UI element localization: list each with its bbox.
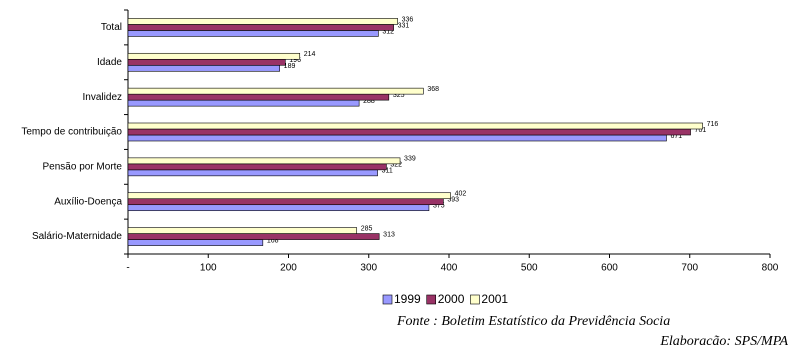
bar bbox=[127, 163, 387, 171]
legend-swatch bbox=[470, 294, 480, 305]
value-label: 339 bbox=[404, 156, 416, 163]
bar bbox=[127, 169, 378, 177]
x-tick-label: 200 bbox=[280, 263, 297, 274]
bar bbox=[127, 198, 444, 206]
value-label: 322 bbox=[390, 162, 402, 169]
bar bbox=[127, 99, 360, 107]
bar bbox=[127, 128, 691, 136]
value-label: 716 bbox=[707, 121, 719, 128]
x-tick-label: 800 bbox=[762, 263, 779, 274]
bar bbox=[127, 239, 264, 246]
x-tick-label: 500 bbox=[521, 263, 538, 274]
value-label: 214 bbox=[304, 51, 316, 58]
bar bbox=[127, 204, 430, 212]
legend-swatch bbox=[382, 294, 393, 305]
bar bbox=[127, 64, 280, 72]
value-label: 402 bbox=[455, 191, 467, 198]
y-tick-label: Invalidez bbox=[83, 92, 122, 103]
bar bbox=[127, 227, 358, 234]
bar bbox=[127, 87, 424, 95]
value-label: 313 bbox=[383, 231, 395, 238]
value-label: 375 bbox=[433, 203, 445, 210]
x-tick-label: 300 bbox=[360, 263, 377, 274]
bar bbox=[127, 52, 301, 60]
value-label: 168 bbox=[267, 237, 279, 244]
y-tick-label: Auxílio-Doença bbox=[54, 196, 122, 207]
source: Fonte : Boletim Estatístico da Previdênc… bbox=[396, 314, 670, 329]
bar bbox=[127, 233, 380, 240]
value-label: 196 bbox=[289, 57, 301, 64]
bar bbox=[127, 192, 451, 200]
value-label: 311 bbox=[382, 168, 393, 175]
bar bbox=[127, 18, 398, 25]
value-label: 393 bbox=[447, 197, 459, 204]
y-tick-label: Tempo de contribuição bbox=[21, 127, 122, 138]
value-label: 189 bbox=[284, 63, 296, 70]
value-label: 671 bbox=[670, 133, 682, 140]
value-label: 312 bbox=[382, 28, 394, 35]
value-label: 285 bbox=[361, 225, 373, 232]
value-label: 701 bbox=[695, 127, 707, 134]
bar bbox=[127, 93, 390, 101]
legend-swatch bbox=[426, 294, 437, 305]
x-tick-label: 700 bbox=[681, 263, 698, 274]
credit: Elaboracão: SPS/MPA bbox=[659, 334, 788, 349]
bar bbox=[127, 134, 667, 142]
value-label: 368 bbox=[427, 86, 439, 93]
bar bbox=[127, 122, 703, 130]
value-label: 325 bbox=[393, 92, 405, 99]
y-tick-label: Idade bbox=[97, 57, 122, 68]
x-tick-label: 100 bbox=[200, 263, 217, 274]
legend-label: 2001 bbox=[481, 292, 508, 306]
bar bbox=[127, 157, 401, 165]
legend-label: 2000 bbox=[438, 292, 465, 306]
value-label: 331 bbox=[398, 22, 410, 29]
y-tick-label: Total bbox=[101, 22, 122, 33]
x-tick-label: - bbox=[126, 263, 129, 274]
bar bbox=[127, 58, 286, 66]
bar bbox=[127, 30, 379, 37]
y-tick-label: Salário-Maternidade bbox=[32, 231, 122, 242]
legend-label: 1999 bbox=[394, 292, 421, 306]
y-tick-label: Pensão por Morte bbox=[43, 161, 123, 172]
bar bbox=[127, 24, 394, 31]
x-tick-label: 400 bbox=[441, 263, 458, 274]
x-tick-label: 600 bbox=[601, 263, 618, 274]
value-label: 288 bbox=[363, 98, 375, 105]
value-label: 336 bbox=[402, 16, 414, 23]
